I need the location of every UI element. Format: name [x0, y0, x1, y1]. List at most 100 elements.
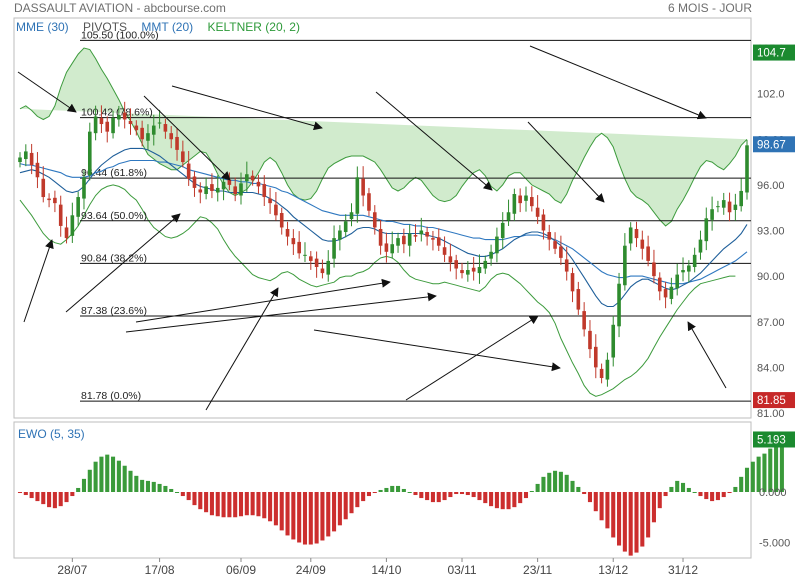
ewo-bar [617, 492, 622, 546]
candle-body [169, 133, 174, 140]
keltner-band [20, 48, 747, 226]
ewo-bar [768, 448, 773, 492]
candle-body [157, 122, 162, 124]
candle-body [29, 152, 34, 166]
candle-body [372, 212, 377, 228]
annotation-arrow [687, 321, 727, 389]
candle-body [506, 212, 511, 221]
pivot-label: 96.44 (61.8%) [81, 167, 147, 179]
legend-mmt[interactable]: MMT (20) [141, 20, 194, 34]
y-tick-label: 96.00 [757, 180, 785, 192]
ewo-bar [81, 478, 87, 492]
candle-body [361, 178, 365, 196]
candle-body [721, 200, 726, 208]
candle-body [151, 125, 156, 135]
candle-body [466, 270, 470, 275]
candle-body [297, 241, 301, 254]
ewo-bar [582, 492, 587, 495]
ewo-bar [250, 492, 255, 516]
ewo-bar [17, 492, 23, 494]
candle-body [559, 246, 563, 258]
legend-keltner[interactable]: KELTNER (20, 2) [207, 20, 300, 34]
ewo-bar [576, 486, 581, 492]
ewo-bar [151, 481, 156, 492]
candle-body [314, 258, 319, 267]
annotation-arrow [205, 287, 279, 411]
annotation-arrow [125, 292, 437, 333]
candle-body [87, 131, 92, 175]
ewo-bar [698, 492, 703, 497]
annotation-arrow [135, 278, 391, 323]
ewo-bar [169, 488, 174, 492]
ewo-bar [506, 492, 511, 510]
annotation-arrow [313, 329, 561, 372]
ewo-bar [547, 472, 552, 492]
ewo-bar [76, 487, 81, 492]
candle-body [652, 262, 656, 277]
candle-body [681, 270, 685, 273]
candle-body [326, 260, 331, 275]
candle-body [355, 177, 360, 214]
candle-body [489, 251, 493, 259]
y-tick-label: 87.00 [757, 317, 785, 329]
ewo-bar [122, 465, 127, 492]
candle-body [279, 213, 284, 228]
ewo-bar [58, 492, 63, 507]
ewo-bar [471, 492, 476, 498]
ewo-bar [238, 492, 244, 517]
candle-body [146, 133, 150, 141]
top-price-badge-bg [753, 44, 795, 61]
ewo-bar [268, 492, 273, 522]
ewo-bar [326, 492, 331, 537]
low-price-badge-bg [753, 392, 795, 409]
ewo-bar [558, 471, 563, 492]
ewo-title: EWO (5, 35) [18, 427, 85, 441]
pivot-label: 105.50 (100.0%) [81, 29, 159, 41]
candle-body [524, 195, 528, 201]
pivot-label: 100.42 (78.6%) [81, 107, 153, 119]
candle-body [733, 204, 738, 210]
candle-body [343, 221, 348, 233]
candle-body [716, 206, 720, 208]
candle-body [384, 243, 389, 252]
pivot-label: 87.38 (23.6%) [81, 305, 147, 317]
legend-pivots[interactable]: PIVOTS [83, 20, 128, 34]
ewo-bar [483, 492, 488, 504]
ewo-bar [570, 480, 575, 492]
ewo-bar [163, 485, 168, 492]
ewo-bar [111, 456, 116, 492]
price-frame [13, 17, 752, 419]
pivot-label: 81.78 (0.0%) [81, 390, 141, 402]
ewo-bar [308, 492, 313, 545]
ewo-bar [425, 492, 430, 501]
candle-body [512, 194, 517, 214]
candle-body [570, 273, 575, 292]
ewo-bar [669, 486, 674, 492]
candle-body [710, 209, 714, 220]
candle-body [221, 181, 226, 190]
candle-body [367, 193, 371, 211]
candle-body [285, 228, 290, 237]
top-price-badge: 104.7 [757, 48, 786, 60]
candle-body [413, 235, 418, 237]
candle-body [582, 311, 586, 330]
ewo-y-tick-label: 0.000 [759, 487, 787, 499]
candle-body [436, 237, 441, 246]
ewo-bar [233, 492, 238, 518]
x-tick-label: 13/12 [598, 563, 628, 577]
ewo-bar [198, 492, 203, 510]
candle-body [611, 324, 616, 358]
ewo-bar [407, 492, 412, 493]
ewo-bar [721, 492, 726, 498]
candle-body [338, 230, 342, 240]
candle-body [122, 112, 127, 120]
annotation-arrow [405, 315, 539, 401]
ewo-bar [378, 489, 383, 492]
legend-mme[interactable]: MME (30) [16, 20, 69, 34]
y-tick-label: 93.00 [757, 226, 785, 238]
chart-title: DASSAULT AVIATION - abcbourse.com [14, 1, 226, 15]
ewo-bar [675, 480, 680, 492]
candle-body [628, 227, 633, 244]
candle-body [483, 260, 488, 269]
